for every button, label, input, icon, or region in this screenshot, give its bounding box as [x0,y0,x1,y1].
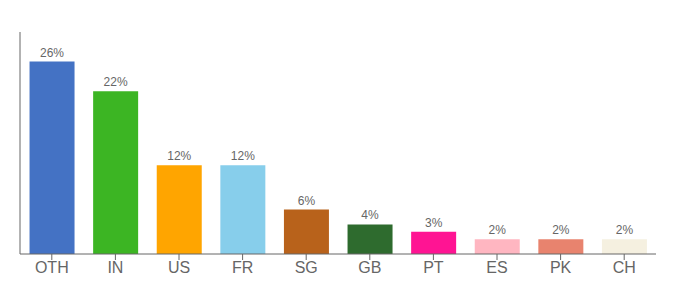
svg-text:OTH: OTH [35,259,69,276]
svg-text:FR: FR [232,259,253,276]
svg-text:12%: 12% [231,149,255,163]
svg-text:IN: IN [107,259,123,276]
svg-text:PK: PK [550,259,572,276]
svg-text:2%: 2% [552,223,570,237]
svg-text:2%: 2% [489,223,507,237]
svg-text:12%: 12% [167,149,191,163]
svg-text:2%: 2% [616,223,634,237]
svg-text:PT: PT [423,259,444,276]
svg-text:4%: 4% [361,208,379,222]
svg-text:26%: 26% [40,46,64,60]
svg-text:ES: ES [486,259,507,276]
svg-text:6%: 6% [298,194,316,208]
svg-text:GB: GB [358,259,381,276]
svg-text:SG: SG [295,259,318,276]
svg-text:US: US [168,259,190,276]
svg-text:22%: 22% [104,75,128,89]
svg-text:3%: 3% [425,216,443,230]
svg-text:CH: CH [613,259,636,276]
